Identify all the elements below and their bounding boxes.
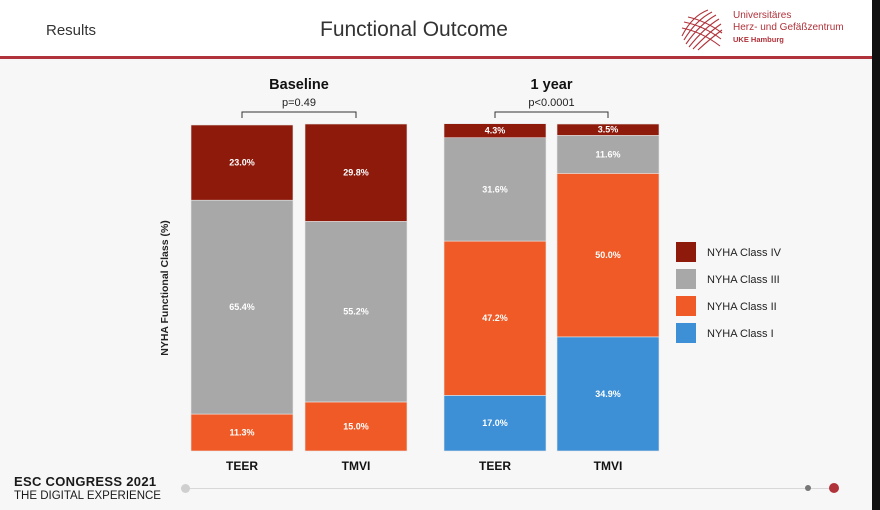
bar-segment-nyha-class-iv	[190, 124, 294, 201]
bar-segment-nyha-class-ii	[556, 173, 660, 338]
bar-segment-nyha-class-ii	[443, 240, 547, 396]
x-tick-label: TMVI	[594, 459, 623, 473]
slide-header	[0, 0, 872, 58]
header-divider	[0, 56, 872, 59]
data-label-nyha-class-ii: 15.0%	[343, 421, 369, 431]
legend-label-nyha-class-iii: NYHA Class III	[707, 274, 780, 286]
bar-segment-nyha-class-i	[443, 395, 547, 452]
bar-segment-nyha-class-ii	[304, 401, 408, 452]
institution-line-2: Herz- und Gefäßzentrum	[733, 22, 844, 33]
congress-subtitle: THE DIGITAL EXPERIENCE	[14, 490, 161, 502]
x-tick-label: TMVI	[342, 459, 371, 473]
data-label-nyha-class-iv: 29.8%	[343, 168, 369, 178]
group-title: Baseline	[269, 77, 329, 93]
bar-segment-nyha-class-iii	[443, 137, 547, 242]
legend-swatch-nyha-class-iii	[676, 269, 696, 289]
progress-current-dot[interactable]	[829, 483, 839, 493]
data-label-nyha-class-iv: 4.3%	[485, 126, 506, 136]
bar-segment-nyha-class-iv	[556, 123, 660, 136]
legend-swatch-nyha-class-i	[676, 323, 696, 343]
frame-edge	[872, 0, 880, 510]
congress-name: ESC CONGRESS 2021	[14, 474, 157, 489]
data-label-nyha-class-iii: 31.6%	[482, 184, 508, 194]
x-tick-label: TEER	[479, 459, 511, 473]
data-label-nyha-class-iii: 11.6%	[595, 149, 620, 159]
legend-swatch-nyha-class-ii	[676, 296, 696, 316]
congress-footer: ESC CONGRESS 2021 THE DIGITAL EXPERIENCE	[14, 474, 161, 502]
p-value-label: p<0.0001	[528, 97, 574, 109]
legend-label-nyha-class-iv: NYHA Class IV	[707, 247, 782, 259]
legend-label-nyha-class-ii: NYHA Class II	[707, 301, 777, 313]
section-label: Results	[46, 22, 97, 39]
data-label-nyha-class-iv: 3.5%	[598, 125, 619, 135]
institution-name: Universitäres Herz- und Gefäßzentrum UKE…	[733, 10, 844, 46]
bar-segment-nyha-class-iii	[190, 199, 294, 415]
data-label-nyha-class-ii: 11.3%	[229, 428, 254, 438]
data-label-nyha-class-iii: 55.2%	[343, 307, 369, 317]
x-tick-label: TEER	[226, 459, 258, 473]
institution-line-1: Universitäres	[733, 10, 792, 21]
slide-title: Functional Outcome	[320, 18, 508, 41]
bar-segment-nyha-class-i	[556, 336, 660, 452]
significance-bracket	[494, 111, 609, 118]
legend-label-nyha-class-i: NYHA Class I	[707, 328, 774, 340]
progress-marker[interactable]	[805, 485, 811, 491]
data-label-nyha-class-iv: 23.0%	[229, 158, 255, 168]
data-label-nyha-class-ii: 47.2%	[482, 313, 508, 323]
data-label-nyha-class-iii: 65.4%	[229, 302, 255, 312]
data-label-nyha-class-ii: 50.0%	[595, 250, 621, 260]
slide-progress-track[interactable]	[186, 488, 838, 489]
data-label-nyha-class-i: 17.0%	[482, 418, 508, 428]
progress-start-handle[interactable]	[181, 484, 190, 493]
y-axis-label: NYHA Functional Class (%)	[159, 220, 171, 356]
p-value-label: p=0.49	[282, 97, 316, 109]
bar-segment-nyha-class-iv	[443, 123, 547, 139]
institution-line-3: UKE Hamburg	[733, 35, 784, 44]
bar-segment-nyha-class-iv	[304, 123, 408, 222]
group-title: 1 year	[531, 77, 573, 93]
legend-swatch-nyha-class-iv	[676, 242, 696, 262]
bar-segment-nyha-class-ii	[190, 413, 294, 452]
data-label-nyha-class-i: 34.9%	[595, 389, 621, 399]
uke-logo-icon	[681, 9, 723, 51]
significance-bracket	[241, 111, 357, 118]
